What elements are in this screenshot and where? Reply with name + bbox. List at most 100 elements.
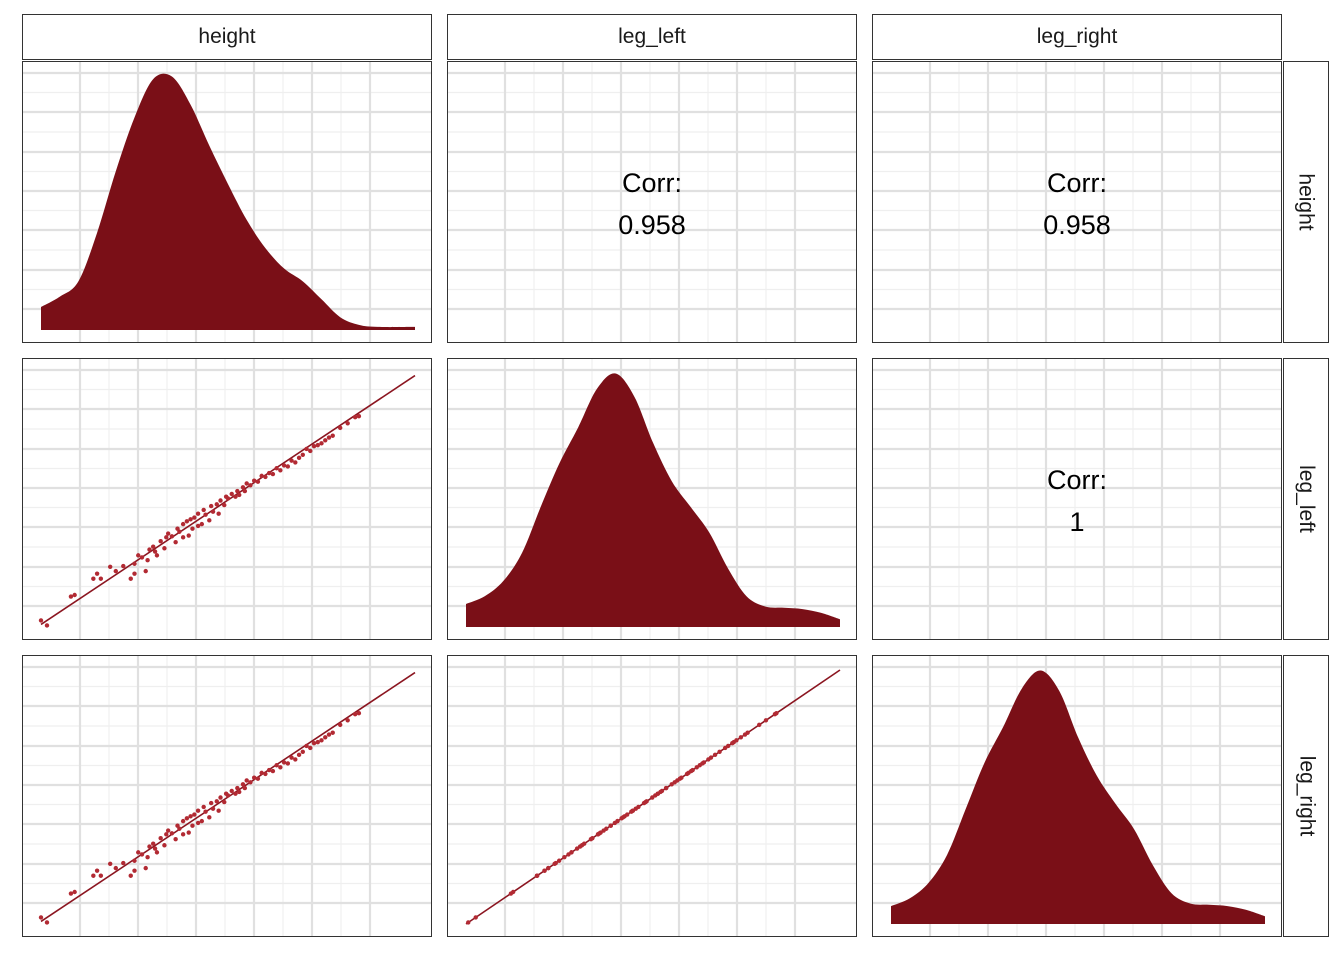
data-point [225, 793, 231, 798]
data-point [162, 546, 167, 551]
data-point [145, 854, 150, 860]
data-point [154, 553, 160, 558]
data-point [270, 768, 276, 774]
data-point [139, 852, 145, 857]
data-point [345, 718, 350, 723]
data-point [251, 775, 257, 780]
data-point [113, 568, 119, 574]
data-point [147, 547, 152, 552]
data-point [244, 481, 249, 486]
data-point [466, 920, 471, 925]
data-point [293, 460, 298, 465]
data-point [311, 740, 317, 746]
density-area [41, 73, 415, 330]
data-point [145, 557, 150, 563]
data-point [300, 749, 305, 754]
data-point [132, 561, 137, 566]
data-point [210, 509, 216, 514]
data-point [165, 531, 171, 536]
data-point [188, 814, 193, 819]
data-point [266, 470, 272, 476]
data-point [281, 463, 287, 468]
data-point [237, 789, 242, 795]
data-point [229, 491, 234, 497]
data-point [195, 820, 201, 826]
data-point [237, 492, 242, 498]
data-point [173, 539, 178, 545]
data-point [72, 889, 77, 895]
data-point [203, 809, 208, 814]
data-point [688, 768, 694, 774]
data-point [208, 503, 214, 509]
data-point [121, 860, 126, 866]
data-point [151, 544, 156, 549]
data-point [152, 846, 158, 851]
data-point [604, 826, 609, 831]
data-point [68, 891, 74, 896]
data-point [311, 443, 317, 449]
scatter-plot-leg-left-height [23, 359, 431, 639]
data-point [225, 496, 231, 501]
data-point [251, 478, 257, 483]
data-point [235, 488, 240, 494]
data-point [323, 438, 328, 443]
panel-scatter-leg-right-vs-leg-left [447, 655, 857, 937]
corr-value: 0.958 [618, 210, 686, 240]
data-point [285, 464, 291, 469]
panel-density-leg-left [447, 358, 857, 640]
data-point [255, 479, 261, 484]
grid-background [873, 62, 1281, 342]
data-point [574, 846, 580, 851]
strip-top-leg-right: leg_right [872, 14, 1282, 60]
panel-scatter-leg-right-vs-height [22, 655, 432, 937]
data-point [164, 535, 169, 540]
strip-right-leg-right: leg_right [1283, 655, 1329, 937]
data-point [195, 511, 201, 516]
data-point [98, 873, 104, 878]
scatter-plot-leg-right-leg-left [448, 656, 856, 936]
data-point [745, 730, 750, 735]
data-point [158, 835, 163, 841]
data-point [588, 836, 594, 842]
data-point [620, 815, 626, 820]
data-point [274, 763, 279, 768]
panel-scatter-leg-left-vs-height [22, 358, 432, 640]
data-point [107, 564, 113, 570]
data-point [136, 553, 141, 558]
data-point [143, 865, 148, 871]
data-point [132, 858, 137, 863]
data-point [158, 538, 163, 544]
data-point [263, 474, 268, 480]
data-point [240, 485, 246, 490]
data-point [186, 533, 191, 538]
data-point [216, 808, 221, 813]
data-point [300, 452, 305, 457]
data-point [121, 563, 126, 569]
data-point [289, 755, 294, 760]
data-point [180, 521, 186, 527]
data-point [192, 812, 197, 817]
data-point [91, 576, 96, 581]
data-point [270, 471, 276, 477]
data-point [210, 806, 216, 811]
data-point [308, 448, 313, 454]
data-point [169, 831, 175, 836]
data-point [553, 860, 558, 866]
data-point [136, 850, 141, 855]
data-point [546, 865, 551, 871]
strip-top-leg-left: leg_left [447, 14, 857, 60]
data-point [677, 776, 683, 781]
data-point [315, 442, 320, 448]
data-point [139, 555, 145, 560]
data-point [44, 623, 50, 628]
data-point [643, 799, 648, 805]
data-point [195, 523, 201, 529]
data-point [152, 549, 158, 554]
strip-top-label: leg_left [618, 25, 686, 48]
grid-background [873, 359, 1281, 639]
data-point [706, 757, 711, 762]
data-point [296, 455, 302, 461]
data-point [222, 799, 227, 805]
corr-value: 0.958 [1043, 210, 1111, 240]
data-point [562, 854, 567, 860]
